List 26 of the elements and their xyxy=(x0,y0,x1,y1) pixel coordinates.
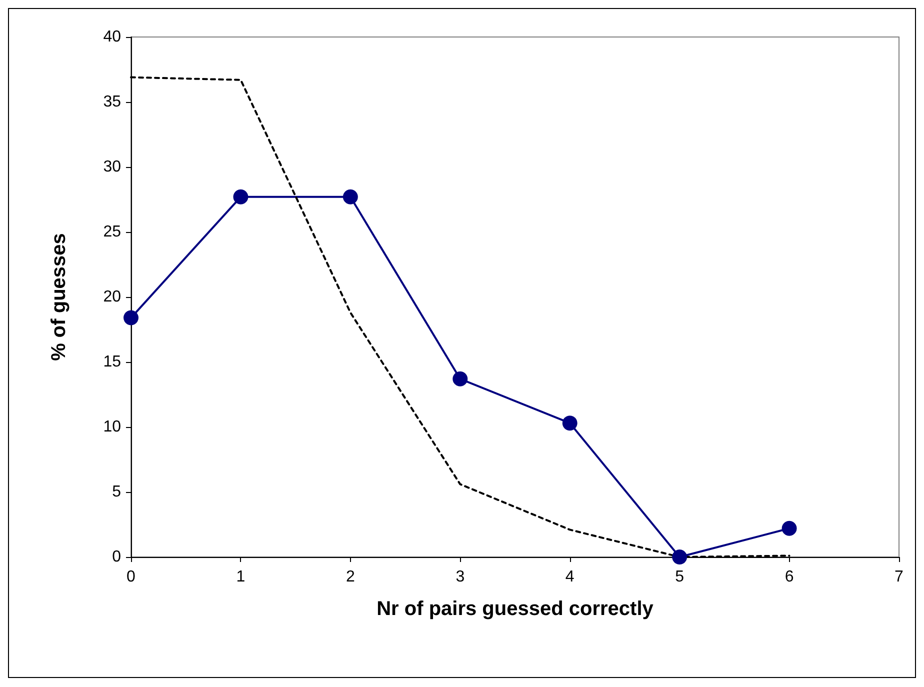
y-tick-label: 15 xyxy=(103,354,122,370)
y-tick-label: 30 xyxy=(103,158,122,176)
y-tick-label: 35 xyxy=(103,94,122,110)
y-tick-label: 20 xyxy=(103,288,122,306)
x-tick-label: 2 xyxy=(346,568,355,586)
y-tick-label: 40 xyxy=(103,28,122,46)
point xyxy=(782,520,797,536)
x-tick-label: 4 xyxy=(565,568,574,586)
x-tick-label: 1 xyxy=(236,568,246,586)
point xyxy=(124,310,138,326)
x-tick-label: 6 xyxy=(784,568,794,586)
x-axis-title: Nr of pairs guessed correctly xyxy=(376,598,654,620)
point xyxy=(562,416,578,431)
point xyxy=(233,189,248,204)
y-tick-label: 10 xyxy=(103,418,122,436)
x-tick-label: 5 xyxy=(675,568,684,586)
point xyxy=(452,371,468,386)
point xyxy=(342,189,358,204)
x-tick-label: 3 xyxy=(456,568,465,586)
point xyxy=(672,550,688,564)
y-tick-label: 5 xyxy=(112,484,122,500)
x-tick-label: 0 xyxy=(126,568,136,586)
x-tick-label: 7 xyxy=(894,568,904,586)
y-tick-label: 25 xyxy=(103,224,122,240)
y-tick-label: 0 xyxy=(112,548,122,566)
y-axis-title: % of guesses xyxy=(48,233,70,361)
